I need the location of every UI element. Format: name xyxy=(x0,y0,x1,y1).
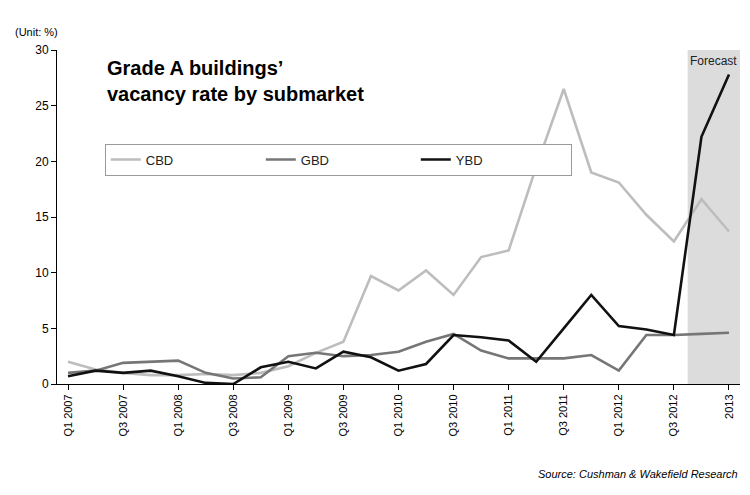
svg-text:YBD: YBD xyxy=(456,153,483,168)
svg-text:GBD: GBD xyxy=(301,153,329,168)
svg-text:15: 15 xyxy=(35,210,49,224)
svg-text:Q3 2011: Q3 2011 xyxy=(557,394,569,435)
svg-text:2013: 2013 xyxy=(723,394,735,418)
svg-text:CBD: CBD xyxy=(146,153,173,168)
svg-text:Grade A buildings’vacancy rate: Grade A buildings’vacancy rate by submar… xyxy=(107,57,364,105)
svg-text:Q1 2012: Q1 2012 xyxy=(612,394,624,436)
svg-text:30: 30 xyxy=(35,43,49,57)
svg-text:25: 25 xyxy=(35,99,49,113)
svg-text:Q1 2010: Q1 2010 xyxy=(392,394,404,436)
svg-text:Q3 2008: Q3 2008 xyxy=(227,394,239,436)
svg-text:Q1 2007: Q1 2007 xyxy=(62,394,74,436)
svg-text:Q1 2011: Q1 2011 xyxy=(502,394,514,435)
svg-text:Q3 2007: Q3 2007 xyxy=(117,394,129,436)
svg-text:Q3 2012: Q3 2012 xyxy=(667,394,679,436)
svg-text:Forecast: Forecast xyxy=(690,54,737,68)
svg-text:(Unit: %): (Unit: %) xyxy=(15,26,58,38)
svg-text:0: 0 xyxy=(42,377,49,391)
svg-text:Q3 2009: Q3 2009 xyxy=(337,394,349,436)
svg-text:Source: Cushman & Wakefield Re: Source: Cushman & Wakefield Research xyxy=(538,468,738,480)
svg-text:Q1 2008: Q1 2008 xyxy=(172,394,184,436)
svg-text:20: 20 xyxy=(35,155,49,169)
svg-text:Q1 2009: Q1 2009 xyxy=(282,394,294,436)
svg-text:10: 10 xyxy=(35,266,49,280)
svg-text:Q3 2010: Q3 2010 xyxy=(447,394,459,436)
svg-text:5: 5 xyxy=(42,322,49,336)
